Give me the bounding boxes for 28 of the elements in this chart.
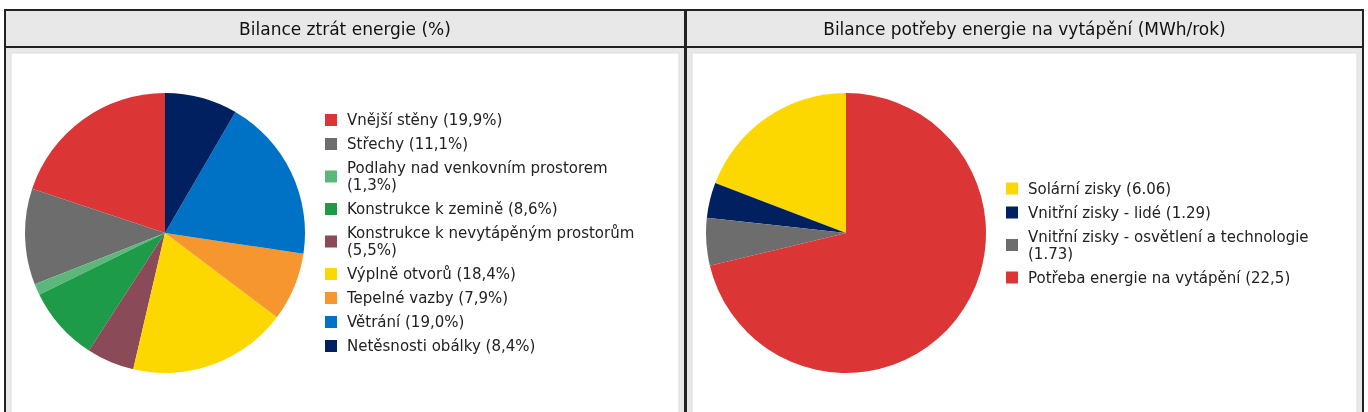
legend-label: Vnější stěny (19,9%) <box>347 111 503 129</box>
legend-label: Větrání (19,0%) <box>347 313 465 331</box>
pie-slice <box>165 93 236 233</box>
legend-label: Výplně otvorů (18,4%) <box>347 265 516 283</box>
pie-slice <box>39 233 165 351</box>
legend-label: Potřeba energie na vytápění (22,5) <box>1028 268 1291 287</box>
pie-slice <box>709 93 986 373</box>
legend-label: Solární zisky (6.06) <box>1028 179 1172 198</box>
legend-label: Netěsnosti obálky (8,4%) <box>347 337 536 355</box>
legend-label: Tepelné vazby (7,9%) <box>346 289 509 307</box>
legend-label: Konstrukce k nevytápěným prostorům (5,5%) <box>347 224 635 259</box>
chart-title: Bilance potřeby energie na vytápění (MWh/rok) <box>823 19 1226 39</box>
pie-slice <box>165 112 305 254</box>
legend-label: Vnitřní zisky - lidé (1.29) <box>1028 203 1211 222</box>
pie-slice <box>34 233 165 295</box>
pie-slice <box>32 93 165 233</box>
pie-slice <box>706 217 846 266</box>
pie-slice <box>165 233 304 318</box>
pie-slice <box>706 183 846 233</box>
pie-slice <box>25 188 165 285</box>
legend-label: Podlahy nad venkovním prostorem (1,3%) <box>347 159 608 194</box>
legend-label: Konstrukce k zemině (8,6%) <box>347 200 558 218</box>
legend-label: Střechy (11,1%) <box>347 135 469 153</box>
legend-label: Vnitřní zisky - osvětlení a technologie (1.73) <box>1028 227 1309 263</box>
pie-slice <box>715 93 846 233</box>
pie-slice <box>88 233 165 370</box>
pie-slice <box>133 233 277 373</box>
chart-title: Bilance ztrát energie (%) <box>239 19 451 39</box>
